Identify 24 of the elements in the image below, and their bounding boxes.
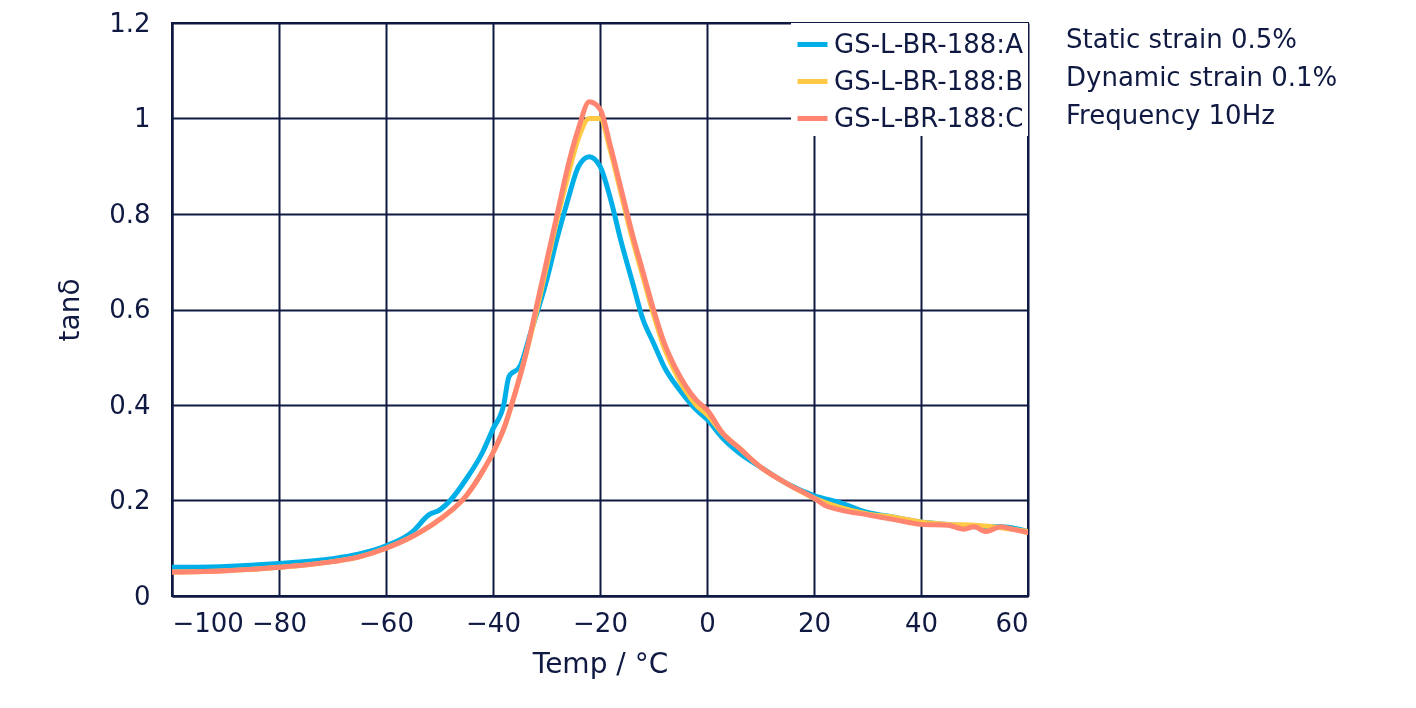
x-tick-label: −60 [359,607,414,638]
y-tick-label: 1.2 [109,7,151,38]
text: Frequency 10Hz [1066,100,1275,130]
x-tick-label: 20 [797,607,832,638]
y-axis-title: tanδ [53,278,87,342]
legend-label: GS-L-BR-188:C [834,102,1024,133]
text: Static strain 0.5% [1066,24,1297,54]
text: Dynamic strain 0.1% [1066,62,1338,92]
y-tick-label: 1 [133,103,151,133]
x-tick-label: −80 [252,607,307,638]
x-axis-title: Temp / °C [531,646,669,680]
x-tick-label: 0 [699,607,716,638]
legend-label: GS-L-BR-188:A [834,28,1024,59]
y-tick-label: 0.8 [109,198,151,229]
y-tick-label: 0 [133,580,151,611]
y-tick-label: 0.4 [109,389,151,420]
x-tick-label: 40 [904,607,939,638]
x-tick-label: −40 [466,607,521,638]
x-tick-label: −100 [172,607,244,638]
x-tick-label: 60 [995,607,1029,638]
y-tick-label: 0.2 [109,485,151,515]
x-tick-label: −20 [573,607,628,638]
y-tick-label: 0.6 [109,294,151,324]
legend-label: GS-L-BR-188:B [834,65,1023,96]
